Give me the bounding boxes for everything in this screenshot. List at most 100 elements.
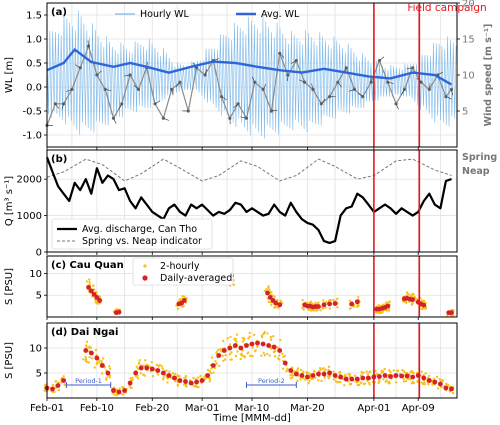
spring-neap-line [46,158,452,182]
panel-d-hourly-point [360,370,363,374]
x-tick-label: Feb-01 [30,403,64,414]
panel-c-hourly-point [183,295,186,299]
panel-d-hourly-point [322,367,325,370]
y-tick-label: 0.5 [26,59,42,70]
panel-d-hourly-point [88,345,91,348]
panel-c-daily-point [354,299,360,305]
panel-d-daily-point [255,340,260,346]
panel-d-hourly-point [171,372,175,375]
panel-d-hourly-point [401,368,404,372]
panel-d-daily-point [305,374,310,380]
panel-d-hourly-point [176,383,180,387]
panel-d-hourly-point [94,348,98,352]
panel-d-daily-point [50,386,55,392]
panel-d-hourly-point [286,367,289,371]
panel-d-hourly-point [269,338,273,341]
panel-d-hourly-point [212,371,215,374]
panel-d-hourly-point [412,381,415,385]
panel-c-hourly-point [357,296,360,299]
wind-barb [55,103,60,109]
panel-d-daily-point [393,373,399,378]
panel-d-hourly-point [43,389,46,392]
panel-d-daily-point [244,343,249,348]
panel-c-hourly-point [415,298,419,301]
panel-d-hourly-point [91,357,94,360]
y2-tick-label: 15 [462,35,475,46]
panel-c-hourly-point [411,293,414,297]
panel-d-hourly-point [349,382,353,385]
panel-b-frame [46,149,458,253]
panel-d-hourly-point [441,378,444,382]
wind-barb [118,103,123,110]
panel-d-hourly-point [332,370,335,374]
panel-d-hourly-point [338,370,342,374]
panel-c-hourly-point [407,293,411,296]
x-tick-label: Mar-10 [235,403,270,414]
legend-daily-swatch [142,275,148,281]
panel-d-daily-point [354,376,360,382]
panel-d-hourly-point [228,343,232,346]
panel-d-daily-point [111,388,116,393]
legend-2hourly-label: 2-hourly [160,261,200,272]
panel-d-hourly-point [394,381,398,384]
panel-d-hourly-point [262,351,265,355]
panel-d-hourly-point [324,368,327,371]
panel-d-hourly-point [234,354,238,358]
panel-c-hourly-point [317,301,320,304]
panel-d-hourly-point [203,375,206,379]
legend-2hourly-swatch [143,264,147,268]
panel-d-hourly-point [224,358,227,361]
panel-d-hourly-point [129,386,132,389]
panel-d-hourly-point [97,361,101,364]
panel-c-daily-point [116,309,122,315]
panel-d-hourly-point [151,375,155,378]
panel-d-hourly-point [281,367,285,370]
wind-barb [221,96,227,101]
wind-barb [279,53,285,58]
panel-d-hourly-point [108,374,112,377]
panel-d-daily-point [332,373,338,378]
panel-d-hourly-point [327,365,331,369]
panel-d-hourly-point [290,376,294,379]
panel-d-hourly-point [307,382,310,385]
panel-c-daily-point [88,288,94,294]
panel-d-hourly-point [230,358,233,361]
panel-d-hourly-point [95,361,99,364]
y-tick-label: 5 [36,369,42,380]
panel-d-hourly-point [85,345,88,349]
panel-d-hourly-point [108,365,111,368]
panel-c-daily-point [91,291,97,297]
panel-d-hourly-point [285,369,289,373]
panel-d-hourly-point [279,338,282,342]
panel-d-daily-point [388,374,393,379]
panel-d-hourly-point [84,355,87,359]
panel-d-daily-point [155,368,161,373]
wind-barb [133,85,139,90]
wind-barb [74,64,81,69]
panel-d-hourly-point [249,354,252,357]
panel-c-hourly-point [88,281,91,284]
period-label: Period-1 [75,377,102,385]
panel-d-hourly-point [222,339,225,343]
panel-d-daily-point [410,374,416,380]
panel-d-hourly-point [236,350,239,353]
panel-d-daily-point [377,374,382,379]
panel-c-hourly-point [385,301,388,304]
panel-c-axis-label: S [PSU] [4,268,15,305]
panel-d-frame [46,322,458,399]
wind-barb [66,89,73,92]
panel-c-hourly-point [328,307,331,310]
panel-d-daily-point [349,376,355,382]
panel-c-hourly-point [450,314,453,317]
panel-d-daily-point [343,376,349,382]
y-tick-label: 0 [36,248,42,259]
panel-c-label: (c) Cau Quan [51,260,124,271]
panel-c-hourly-point [309,300,313,303]
panel-d-daily-point [426,378,432,383]
panel-d-daily-point [310,373,316,378]
panel-d-daily-point [177,378,183,383]
panel-d-daily-point [83,348,89,353]
panel-d-hourly-point [241,340,245,343]
panel-d-hourly-point [84,357,88,361]
y-tick-label: 10 [29,344,42,355]
